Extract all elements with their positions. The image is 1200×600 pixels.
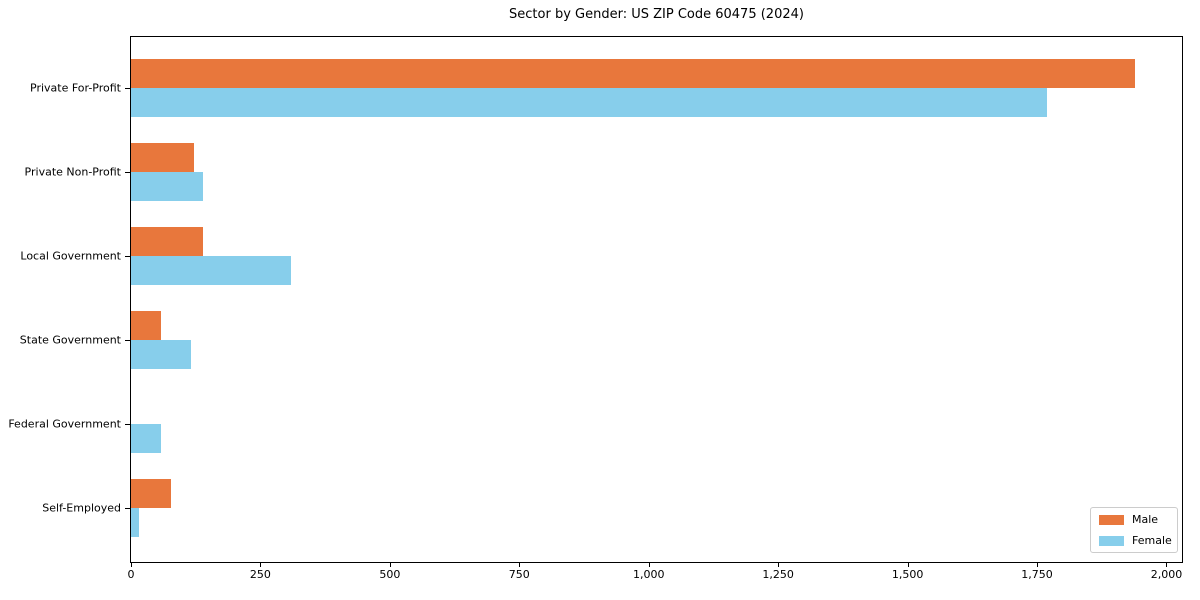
x-tick-mark <box>519 563 520 567</box>
y-tick-mark <box>125 256 130 257</box>
legend-label-male: Male <box>1132 513 1159 526</box>
y-tick-label: Federal Government <box>8 417 121 431</box>
x-tick-label: 1,750 <box>1021 568 1053 581</box>
bar-female-5 <box>131 508 139 537</box>
y-tick-label: Private For-Profit <box>30 81 121 95</box>
y-tick-mark <box>125 424 130 425</box>
legend-label-female: Female <box>1132 534 1172 547</box>
y-tick-label: Private Non-Profit <box>24 165 121 179</box>
legend-entry-female: Female <box>1099 534 1172 547</box>
x-tick-mark <box>778 563 779 567</box>
x-tick-label: 750 <box>508 568 530 581</box>
bar-female-3 <box>131 340 191 369</box>
legend: Male Female <box>1090 507 1178 553</box>
x-tick-label: 1,000 <box>632 568 665 581</box>
x-tick-mark <box>908 563 909 567</box>
x-tick-label: 0 <box>127 568 135 581</box>
bar-male-5 <box>131 479 171 508</box>
bar-female-4 <box>131 424 161 453</box>
x-tick-mark <box>390 563 391 567</box>
x-tick-label: 1,250 <box>762 568 794 581</box>
y-tick-label: Local Government <box>20 249 121 263</box>
bar-male-1 <box>131 143 194 172</box>
x-tick-label: 2,000 <box>1150 568 1183 581</box>
x-tick-mark <box>1166 563 1167 567</box>
male-color-swatch <box>1099 514 1124 525</box>
x-tick-mark <box>260 563 261 567</box>
bar-male-0 <box>131 59 1135 88</box>
x-tick-label: 1,500 <box>891 568 924 581</box>
y-tick-mark <box>125 172 130 173</box>
y-tick-mark <box>125 88 130 89</box>
x-tick-mark <box>131 563 132 567</box>
x-tick-label: 250 <box>249 568 271 581</box>
x-tick-label: 500 <box>379 568 401 581</box>
chart-title: Sector by Gender: US ZIP Code 60475 (202… <box>509 7 804 22</box>
y-tick-mark <box>125 508 130 509</box>
y-tick-label: Self-Employed <box>42 501 121 515</box>
bar-female-0 <box>131 88 1047 117</box>
female-color-swatch <box>1099 535 1124 546</box>
plot-area <box>130 36 1183 563</box>
bar-female-2 <box>131 256 291 285</box>
legend-entry-male: Male <box>1099 514 1169 525</box>
x-tick-mark <box>1037 563 1038 567</box>
bar-female-1 <box>131 172 203 201</box>
y-tick-mark <box>125 340 130 341</box>
x-tick-mark <box>649 563 650 567</box>
y-tick-label: State Government <box>19 333 121 347</box>
bar-male-2 <box>131 227 203 256</box>
bar-male-3 <box>131 311 161 340</box>
